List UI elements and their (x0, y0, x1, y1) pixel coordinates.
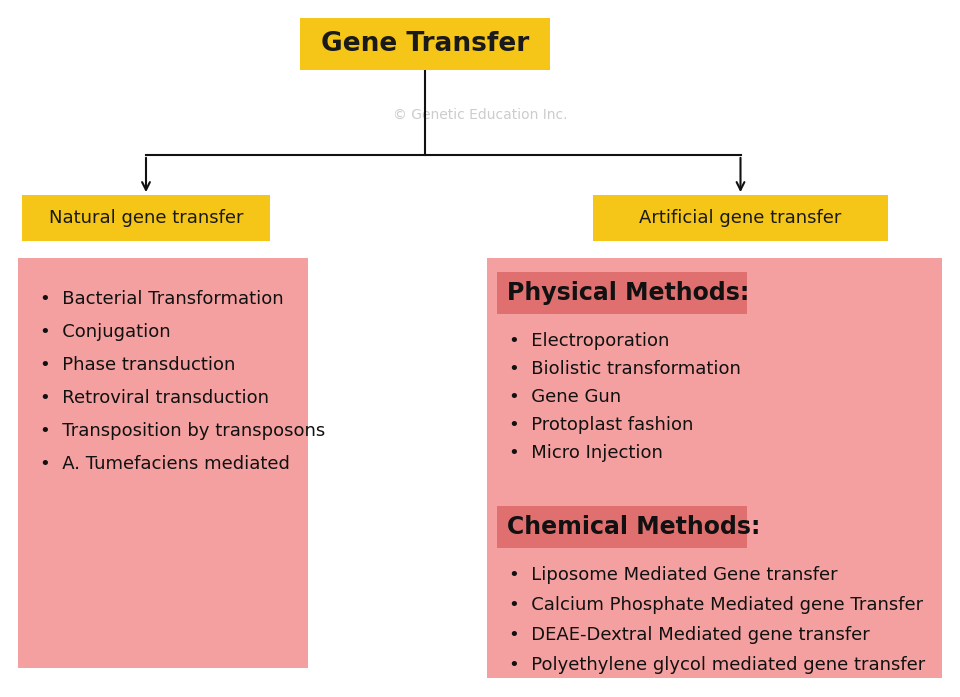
Text: •  Electroporation: • Electroporation (509, 332, 669, 350)
Text: •  Retroviral transduction: • Retroviral transduction (40, 389, 269, 407)
Text: © Genetic Education Inc.: © Genetic Education Inc. (393, 108, 567, 122)
Text: •  Micro Injection: • Micro Injection (509, 444, 662, 462)
FancyBboxPatch shape (593, 195, 888, 241)
Text: •  Polyethylene glycol mediated gene transfer: • Polyethylene glycol mediated gene tran… (509, 656, 925, 674)
Text: •  Gene Gun: • Gene Gun (509, 388, 621, 406)
Text: •  Conjugation: • Conjugation (40, 323, 171, 341)
FancyBboxPatch shape (497, 506, 747, 548)
FancyBboxPatch shape (487, 258, 942, 678)
Text: •  Protoplast fashion: • Protoplast fashion (509, 416, 693, 434)
Text: •  Bacterial Transformation: • Bacterial Transformation (40, 290, 283, 308)
Text: Artificial gene transfer: Artificial gene transfer (639, 209, 842, 227)
Text: Natural gene transfer: Natural gene transfer (49, 209, 243, 227)
Text: •  DEAE-Dextral Mediated gene transfer: • DEAE-Dextral Mediated gene transfer (509, 626, 870, 644)
FancyBboxPatch shape (22, 195, 270, 241)
Text: •  Biolistic transformation: • Biolistic transformation (509, 360, 741, 378)
Text: Chemical Methods:: Chemical Methods: (507, 515, 760, 539)
Text: •  Transposition by transposons: • Transposition by transposons (40, 422, 325, 440)
Text: •  Calcium Phosphate Mediated gene Transfer: • Calcium Phosphate Mediated gene Transf… (509, 596, 924, 614)
Text: Physical Methods:: Physical Methods: (507, 281, 749, 305)
FancyBboxPatch shape (497, 272, 747, 314)
Text: •  Liposome Mediated Gene transfer: • Liposome Mediated Gene transfer (509, 566, 838, 584)
FancyBboxPatch shape (300, 18, 550, 70)
FancyBboxPatch shape (18, 258, 308, 668)
Text: •  Phase transduction: • Phase transduction (40, 356, 235, 374)
Text: Gene Transfer: Gene Transfer (321, 31, 529, 57)
Text: •  A. Tumefaciens mediated: • A. Tumefaciens mediated (40, 455, 290, 473)
